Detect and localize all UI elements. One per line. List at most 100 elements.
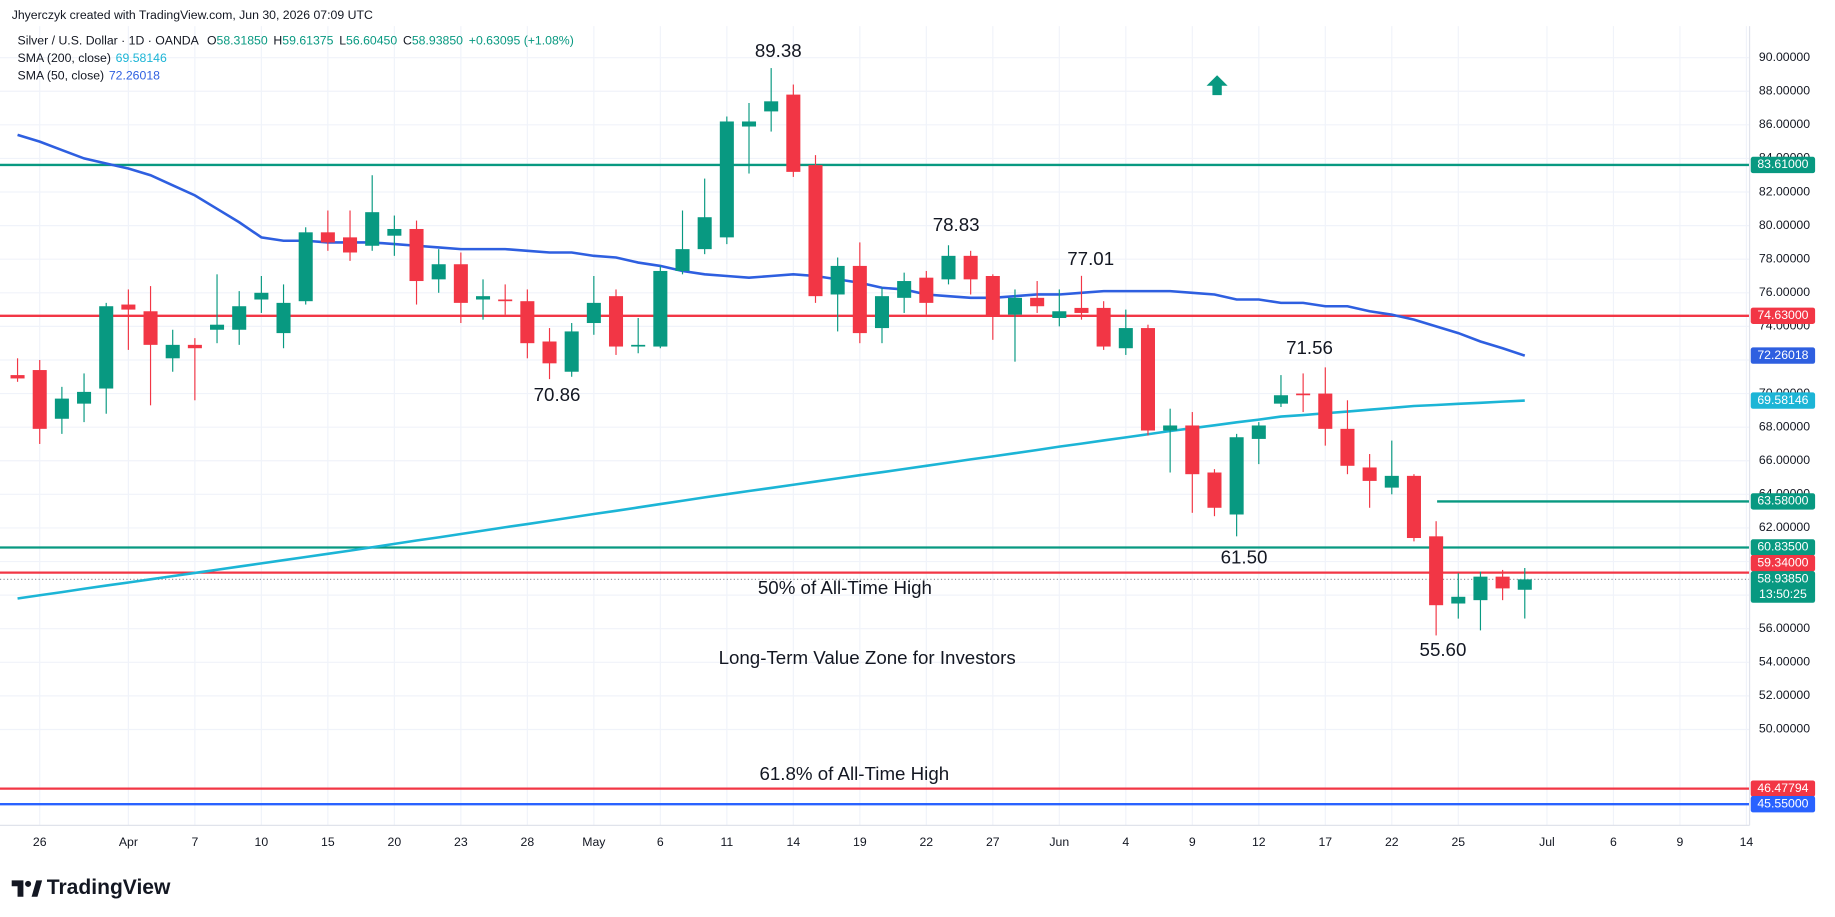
candle-body <box>1273 395 1288 404</box>
candle-body <box>675 249 690 271</box>
y-tick-label: 76.00000 <box>1759 285 1810 299</box>
sma-badge <box>1750 392 1816 409</box>
candle-body <box>1140 328 1155 431</box>
candle-body <box>1318 393 1333 429</box>
candle-body <box>498 299 513 302</box>
x-tick-label: Apr <box>119 835 138 849</box>
x-tick-label: 9 <box>1189 835 1196 849</box>
candle-body <box>431 264 446 280</box>
candle-body <box>232 306 247 330</box>
candle-body <box>631 344 646 347</box>
sma-badge-label: 69.58146 <box>1757 393 1808 407</box>
ohlc-key: C <box>403 34 412 48</box>
x-tick-label: 25 <box>1451 835 1465 849</box>
candle-body <box>77 391 92 404</box>
candle-body <box>276 302 291 334</box>
candle-body <box>919 277 934 303</box>
logo-icon <box>25 880 32 887</box>
y-tick-label: 52.00000 <box>1759 688 1810 702</box>
level-badge-label: 59.34000 <box>1757 555 1808 569</box>
x-tick-label: Jun <box>1049 835 1069 849</box>
annotation: 78.83 <box>933 214 980 235</box>
ohlc-key: L <box>339 34 346 48</box>
ohlc-key: O <box>207 34 217 48</box>
candle-body <box>1096 307 1111 347</box>
candle-body <box>830 265 845 295</box>
candle-body <box>1052 311 1067 318</box>
candle-body <box>387 228 402 236</box>
candle-body <box>1451 596 1466 604</box>
candle-body <box>963 255 978 280</box>
annotation: 77.01 <box>1067 248 1114 269</box>
candle-body <box>187 344 202 349</box>
candle-body <box>1207 472 1222 508</box>
candle-body <box>852 265 867 334</box>
x-tick-label: 23 <box>454 835 468 849</box>
legend-value: 72.26018 <box>109 69 160 83</box>
annotation: 89.38 <box>755 40 802 61</box>
x-tick-label: 14 <box>787 835 801 849</box>
levels <box>0 163 1750 806</box>
candle-body <box>741 121 757 127</box>
candle-body <box>1229 437 1244 515</box>
credit: Jhyerczyk created with TradingView.com, … <box>12 8 373 22</box>
ohlc-key: H <box>273 34 282 48</box>
y-tick-label: 86.00000 <box>1759 117 1810 131</box>
level-badge <box>1750 493 1816 510</box>
x-tick-label: May <box>582 835 606 849</box>
legend-sma200: SMA (200, close) 69.58146 <box>18 51 167 65</box>
candle-body <box>165 344 180 359</box>
candle-body <box>409 228 424 282</box>
candle-body <box>764 101 779 112</box>
candle-body <box>985 275 1000 317</box>
annotation: 61.8% of All-Time High <box>759 763 949 784</box>
candle-body <box>1473 576 1488 601</box>
y-tick-label: 90.00000 <box>1759 50 1810 64</box>
grid <box>0 26 1750 826</box>
candle-body <box>475 296 491 300</box>
candle-body <box>54 398 69 419</box>
level-badge <box>1750 796 1816 813</box>
x-tick-label: Jul <box>1539 835 1555 849</box>
x-tick-label: 26 <box>33 835 47 849</box>
logo-text: TradingView <box>47 876 171 899</box>
candle-body <box>365 212 380 246</box>
candle-body <box>719 121 734 238</box>
annotation: 70.86 <box>534 384 581 405</box>
up-arrow <box>1206 75 1228 96</box>
candle-body <box>343 237 358 253</box>
x-tick-label: 22 <box>1385 835 1399 849</box>
y-tick-label: 56.00000 <box>1759 621 1810 635</box>
ohlc-value: 56.60450 <box>346 34 397 48</box>
candle-body <box>210 324 225 330</box>
x-tick-label: 9 <box>1677 835 1684 849</box>
candle-body <box>1251 425 1266 439</box>
candle-body <box>564 331 579 372</box>
level-badge-label: 63.58000 <box>1757 494 1808 508</box>
logo: TradingView <box>11 876 171 899</box>
candle-body <box>320 232 335 243</box>
logo-icon <box>11 880 24 897</box>
annotation: 71.56 <box>1286 337 1333 358</box>
y-tick-label: 78.00000 <box>1759 251 1810 265</box>
x-tick-label: 20 <box>388 835 402 849</box>
x-tick-label: 12 <box>1252 835 1266 849</box>
candle-body <box>1007 297 1023 315</box>
candle-body <box>1406 475 1421 539</box>
ohlc-value: 58.31850 <box>217 34 268 48</box>
candle-body <box>941 255 956 280</box>
candle-body <box>1185 425 1200 475</box>
annotation: Long-Term Value Zone for Investors <box>719 647 1016 668</box>
candle-body <box>1495 576 1510 589</box>
candle-body <box>608 296 624 347</box>
x-tick-label: 19 <box>853 835 867 849</box>
candle-body <box>1296 393 1311 396</box>
legend-sma50: SMA (50, close) 72.26018 <box>18 69 161 83</box>
candle-body <box>298 232 313 302</box>
logo-icon <box>31 880 43 897</box>
x-tick-label: 22 <box>919 835 933 849</box>
level-badge-label: 46.47794 <box>1757 781 1808 795</box>
legend-name: SMA (200, close) <box>18 51 111 65</box>
legend-value: 69.58146 <box>116 51 167 65</box>
